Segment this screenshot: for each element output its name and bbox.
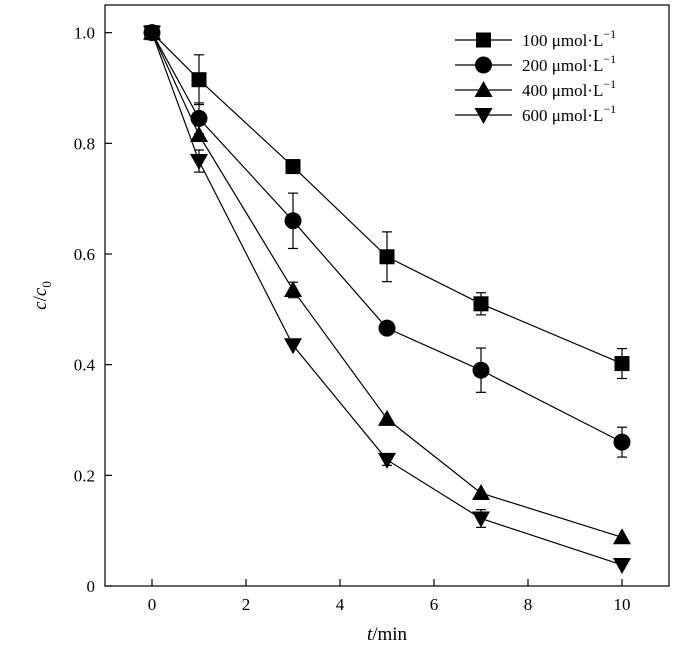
data-point — [190, 126, 208, 143]
data-point — [472, 511, 490, 528]
data-point — [190, 154, 208, 171]
data-point — [613, 528, 631, 545]
axes: 0 2 4 6 8 10 0 0.2 0.4 0.6 0.8 1.0 t/min c/c0 — [30, 24, 631, 645]
series-triangle-down — [143, 25, 631, 574]
legend-label: 200 μmol·L−1 — [522, 52, 616, 75]
series-square — [144, 25, 630, 380]
series-line — [151, 32, 623, 538]
y-tick-label: 0.4 — [74, 356, 96, 375]
y-tick-label: 0.6 — [74, 245, 95, 264]
data-point — [472, 361, 490, 379]
data-point — [191, 72, 207, 88]
data-point — [378, 409, 396, 426]
y-tick-label: 0.2 — [74, 466, 95, 485]
data-point — [284, 212, 302, 230]
x-tick-label: 0 — [148, 595, 157, 614]
data-point — [284, 338, 302, 355]
legend-marker — [474, 81, 493, 97]
data-point — [379, 249, 395, 265]
y-tick-label: 0 — [87, 577, 96, 596]
data-point — [143, 25, 161, 42]
series-layer — [143, 23, 631, 574]
series-triangle-up — [143, 23, 631, 545]
x-tick-label: 2 — [242, 595, 251, 614]
plot-border — [104, 4, 670, 587]
legend-marker — [476, 32, 491, 48]
data-point — [284, 280, 302, 297]
x-tick-label: 4 — [336, 595, 345, 614]
series-line — [151, 32, 623, 365]
legend-label: 100 μmol·L−1 — [522, 27, 616, 50]
y-tick-label: 0.8 — [74, 134, 95, 153]
data-point — [473, 296, 489, 312]
data-point — [613, 557, 631, 574]
data-point — [614, 356, 630, 372]
legend-marker — [474, 108, 493, 124]
x-tick-label: 8 — [524, 595, 533, 614]
data-point — [613, 433, 631, 451]
x-tick-label: 6 — [430, 595, 439, 614]
data-point — [378, 319, 396, 337]
data-point — [190, 109, 208, 127]
legend-label: 400 μmol·L−1 — [522, 77, 616, 100]
series-line — [151, 32, 623, 566]
y-axis-label: c/c0 — [30, 281, 54, 310]
x-axis-label: t/min — [367, 624, 408, 645]
legend-label: 600 μmol·L−1 — [522, 102, 616, 125]
plot-frame — [104, 4, 670, 587]
data-point — [285, 159, 301, 175]
y-tick-label: 1.0 — [74, 24, 95, 43]
x-tick-label: 10 — [614, 595, 631, 614]
data-point — [378, 452, 396, 469]
data-point — [472, 484, 490, 501]
series-line — [151, 32, 623, 443]
legend-marker — [475, 56, 492, 74]
